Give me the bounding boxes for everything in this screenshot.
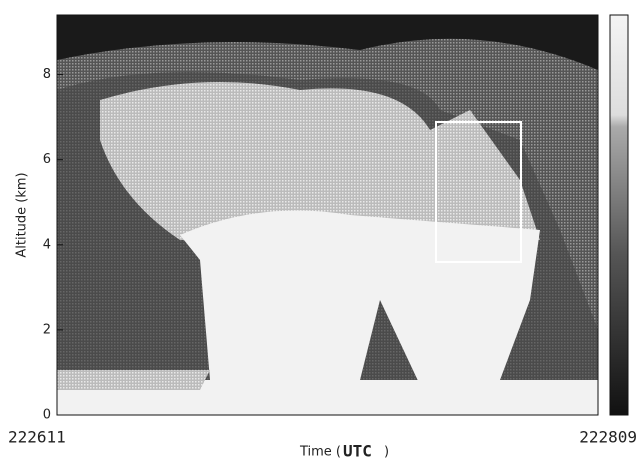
plot-frame [56,14,599,416]
y-tick-label: 2 [43,322,51,337]
x-axis-label: Time ( [299,445,341,460]
y-axis-label: Altitude (km) [15,172,30,257]
y-tick-label: 6 [43,152,51,167]
x-axis-label-unit: UTC [343,442,372,461]
x-start-label: 222611 [8,428,66,447]
radar-image [57,15,598,415]
x-end-label: 222809 [579,428,637,447]
y-tick-label: 0 [43,408,51,423]
y-tick-label: 8 [43,67,51,82]
x-axis-label: ) [384,445,389,460]
colorbar [609,14,629,416]
y-tick-label: 4 [43,237,51,252]
